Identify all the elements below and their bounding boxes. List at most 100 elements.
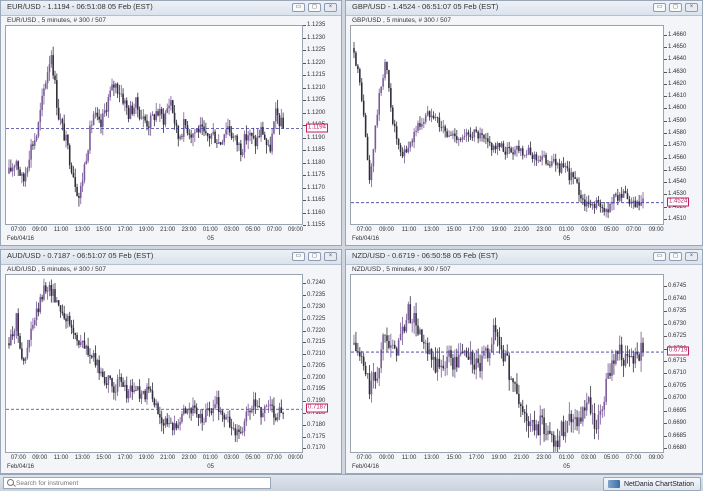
netdania-logo-icon: [607, 480, 620, 488]
candle-body: [184, 119, 187, 125]
y-tick-label: 1.1210: [307, 84, 326, 91]
candle-body: [566, 166, 569, 169]
restore-button[interactable]: ◻: [669, 3, 682, 12]
candle-body: [539, 415, 542, 436]
y-tick-mark: [303, 306, 306, 308]
instrument-search[interactable]: [3, 477, 271, 489]
candle-body: [197, 413, 200, 419]
candle-body: [624, 191, 627, 194]
candle-body: [164, 112, 167, 125]
chart-panel-gbpusd[interactable]: GBP/USD - 1.4524 - 06:51:07 05 Feb (EST)…: [345, 0, 703, 246]
panel-titlebar[interactable]: EUR/USD - 1.1194 - 06:51:08 05 Feb (EST)…: [1, 1, 341, 16]
candle-body: [521, 406, 524, 412]
candle-body: [216, 143, 218, 144]
candle-body: [632, 355, 635, 364]
panel-titlebar[interactable]: AUD/USD - 0.7187 - 06:51:07 05 Feb (EST)…: [1, 250, 341, 265]
candle-body: [432, 115, 435, 119]
candle-body: [252, 399, 255, 411]
candle-body: [415, 130, 417, 133]
candle-body: [378, 368, 381, 379]
candle-body: [223, 134, 226, 143]
candle-body: [364, 115, 367, 137]
y-tick-mark: [664, 108, 667, 110]
candle-body: [366, 373, 369, 375]
candle-body: [157, 403, 159, 415]
close-button[interactable]: ×: [324, 252, 337, 261]
candle-body: [17, 313, 19, 336]
candle-body: [525, 154, 528, 156]
chart-panel-eurusd[interactable]: EUR/USD - 1.1194 - 06:51:08 05 Feb (EST)…: [0, 0, 342, 246]
panel-titlebar[interactable]: GBP/USD - 1.4524 - 06:51:07 05 Feb (EST)…: [346, 1, 702, 16]
candle-body: [518, 145, 520, 152]
plot-area[interactable]: [5, 274, 303, 453]
minimize-button[interactable]: ▭: [653, 3, 666, 12]
chart-panel-nzdusd[interactable]: NZD/USD - 0.6719 - 06:50:58 05 Feb (EST)…: [345, 249, 703, 474]
minimize-button[interactable]: ▭: [292, 3, 305, 12]
close-button[interactable]: ×: [324, 3, 337, 12]
candle-body: [527, 147, 530, 155]
candle-body: [68, 145, 71, 166]
candle-body: [240, 432, 242, 433]
candle-body: [611, 203, 613, 205]
candle-body: [450, 135, 452, 137]
panel-titlebar[interactable]: NZD/USD - 0.6719 - 06:50:58 05 Feb (EST)…: [346, 250, 702, 265]
y-tick-label: 0.7210: [307, 351, 326, 358]
candle-body: [405, 319, 408, 332]
candle-body: [129, 105, 132, 119]
candle-body: [626, 193, 629, 200]
candle-body: [360, 356, 363, 358]
candle-body: [624, 353, 627, 366]
candle-body: [52, 55, 54, 76]
close-button[interactable]: ×: [685, 252, 698, 261]
y-axis: 1.4660 1.4650 1.4640 1.4630 1.4620 1.4610 1.46…: [664, 25, 700, 225]
candle-body: [529, 147, 532, 155]
plot-area[interactable]: [350, 274, 664, 453]
restore-button[interactable]: ◻: [308, 3, 321, 12]
y-tick-label: 1.1190: [307, 134, 325, 141]
candle-body: [473, 129, 476, 138]
candle-body: [28, 159, 31, 169]
candle-body: [282, 117, 284, 129]
candle-body: [160, 108, 163, 115]
x-tick-label: 09:00: [32, 227, 48, 233]
candle-body: [190, 408, 192, 414]
y-tick-mark: [303, 112, 306, 114]
candle-body: [359, 351, 361, 357]
candle-body: [90, 356, 93, 358]
restore-button[interactable]: ◻: [669, 252, 682, 261]
candle-body: [521, 148, 524, 156]
candle-body: [219, 142, 222, 145]
x-tick-label: 17:00: [468, 227, 484, 233]
restore-button[interactable]: ◻: [308, 252, 321, 261]
candle-body: [533, 154, 536, 159]
day-label: 05: [207, 236, 214, 242]
candle-body: [100, 371, 102, 374]
candle-body: [483, 350, 485, 356]
last-price-tag: 1.1194: [306, 123, 328, 132]
chart-panel-audusd[interactable]: AUD/USD - 0.7187 - 06:51:07 05 Feb (EST)…: [0, 249, 342, 474]
y-tick-mark: [303, 225, 306, 226]
candle-body: [390, 345, 392, 348]
candle-body: [230, 427, 233, 429]
candle-body: [15, 313, 18, 332]
candle-body: [171, 100, 174, 113]
candle-body: [459, 138, 462, 140]
candle-body: [397, 340, 400, 356]
candle-body: [364, 365, 367, 375]
search-input[interactable]: [16, 478, 266, 488]
candle-body: [552, 158, 555, 162]
minimize-button[interactable]: ▭: [292, 252, 305, 261]
candle-body: [136, 97, 139, 110]
candle-body: [65, 134, 67, 141]
candle-body: [164, 418, 167, 426]
brand-button[interactable]: NetDania ChartStation: [602, 477, 701, 491]
minimize-button[interactable]: ▭: [653, 252, 666, 261]
candle-body: [551, 433, 553, 435]
candle-body: [72, 172, 75, 178]
plot-area[interactable]: [350, 25, 664, 225]
candle-body: [113, 386, 115, 393]
candle-body: [386, 62, 388, 71]
plot-area[interactable]: [5, 25, 303, 225]
candle-body: [535, 154, 538, 161]
close-button[interactable]: ×: [685, 3, 698, 12]
